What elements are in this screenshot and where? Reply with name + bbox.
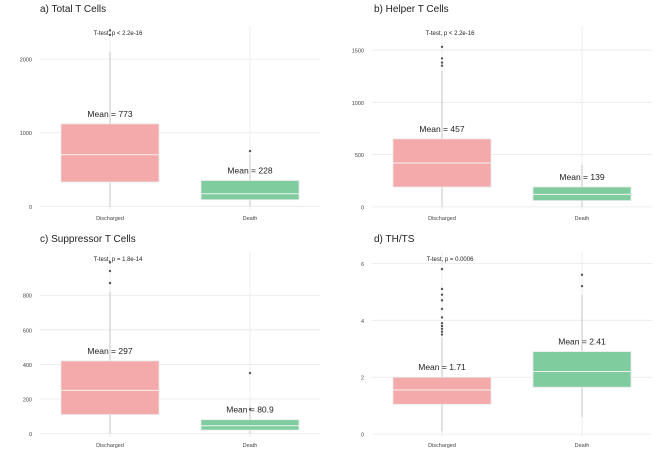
- box: [532, 186, 632, 201]
- outlier-point: [580, 273, 584, 276]
- y-tick-label: 0: [29, 205, 32, 211]
- test-annotation: T-test, p < 2.2e-16: [426, 31, 476, 37]
- y-tick-label: 500: [355, 153, 364, 159]
- outlier-point: [108, 269, 112, 273]
- outlier-point: [108, 29, 112, 32]
- y-tick-label: 2: [361, 376, 364, 382]
- outlier-point: [440, 61, 444, 64]
- outlier-point: [248, 149, 252, 153]
- y-tick-label: 600: [23, 328, 32, 334]
- x-tick-label: Death: [575, 443, 590, 449]
- outlier-point: [440, 287, 444, 291]
- box: [60, 123, 160, 183]
- outlier-point: [108, 33, 112, 37]
- outlier-point: [440, 330, 444, 333]
- mean-label: Mean = 139: [559, 172, 604, 182]
- panel-helper-t-cells: b) Helper T Cells 0 500 1000 1500 Discharged…: [332, 0, 664, 226]
- outlier-point: [440, 307, 444, 311]
- panel-title: a) Total T Cells: [40, 4, 107, 15]
- outlier-point: [108, 261, 112, 264]
- y-tick-label: 400: [23, 363, 32, 369]
- mean-label: Mean = 2.41: [558, 337, 606, 347]
- x-tick-label: Discharged: [428, 443, 456, 449]
- outlier-point: [440, 293, 444, 296]
- mean-label: Mean = 297: [87, 346, 132, 356]
- y-tick-label: 800: [23, 294, 32, 300]
- outlier-point: [440, 333, 444, 336]
- y-tick-label: 200: [23, 397, 32, 403]
- outlier-point: [440, 316, 444, 319]
- box: [532, 351, 632, 388]
- test-annotation: T-test, p < 2.2e-16: [94, 31, 144, 37]
- mean-label: Mean = 773: [87, 109, 132, 119]
- x-tick-label: Discharged: [428, 216, 456, 222]
- y-tick-label: 1000: [20, 131, 32, 137]
- test-annotation: T-test, p = 1.8e-14: [94, 257, 144, 263]
- outlier-point: [440, 321, 444, 325]
- y-tick-label: 0: [361, 433, 364, 439]
- outlier-point: [248, 408, 252, 411]
- panel-title: b) Helper T Cells: [374, 4, 449, 15]
- box: [200, 180, 300, 201]
- mean-label: Mean = 1.71: [418, 362, 466, 372]
- panel-title: d) TH/TS: [374, 234, 415, 245]
- y-tick-label: 0: [29, 432, 32, 438]
- outlier-point: [108, 281, 112, 285]
- y-tick-label: 6: [361, 262, 364, 268]
- outlier-point: [248, 371, 252, 375]
- x-tick-label: Death: [575, 216, 590, 222]
- panel-th-ts-ratio: d) TH/TS 0 2 4 6 Discharged Death T-test, p = …: [332, 226, 664, 453]
- y-tick-label: 0: [361, 205, 364, 211]
- mean-label: Mean = 228: [227, 166, 272, 176]
- box: [200, 419, 300, 431]
- suppressor-t-cells-chart: 0 200 400 600 800 Discharged Death T-test, p = …: [23, 252, 320, 449]
- outlier-point: [440, 324, 444, 328]
- panel-suppressor-t-cells: c) Suppressor T Cells 0 200 400 600 800 Disch…: [0, 226, 332, 453]
- panel-total-t-cells: a) Total T Cells 0 1000 2000 Discharged Deat…: [0, 0, 332, 226]
- y-tick-label: 2000: [20, 58, 32, 64]
- outlier-point: [440, 57, 444, 60]
- mean-label: Mean = 80.9: [226, 405, 274, 415]
- box: [60, 360, 160, 415]
- y-tick-label: 4: [361, 319, 364, 325]
- x-tick-label: Death: [243, 443, 258, 449]
- outlier-point: [440, 267, 444, 271]
- helper-t-cells-chart: 0 500 1000 1500 Discharged Death T-test, p < 2…: [352, 26, 652, 222]
- test-annotation: T-test, p = 0.0006: [427, 257, 475, 263]
- outlier-point: [440, 299, 444, 302]
- outlier-point: [440, 64, 444, 67]
- total-t-cells-chart: 0 1000 2000 Discharged Death T-test, p < 2.2e…: [20, 26, 320, 222]
- box: [392, 376, 492, 405]
- x-tick-label: Discharged: [96, 216, 124, 222]
- outlier-point: [440, 45, 444, 49]
- mean-label: Mean = 457: [419, 124, 464, 134]
- outlier-point: [580, 284, 584, 288]
- y-tick-label: 1500: [352, 49, 364, 55]
- th-ts-ratio-chart: 0 2 4 6 Discharged Death T-test, p = 0.0006 Mea…: [361, 252, 652, 449]
- panel-title: c) Suppressor T Cells: [40, 234, 136, 245]
- x-tick-label: Death: [243, 216, 258, 222]
- x-tick-label: Discharged: [96, 443, 124, 449]
- outlier-point: [440, 327, 444, 331]
- y-tick-label: 1000: [352, 101, 364, 107]
